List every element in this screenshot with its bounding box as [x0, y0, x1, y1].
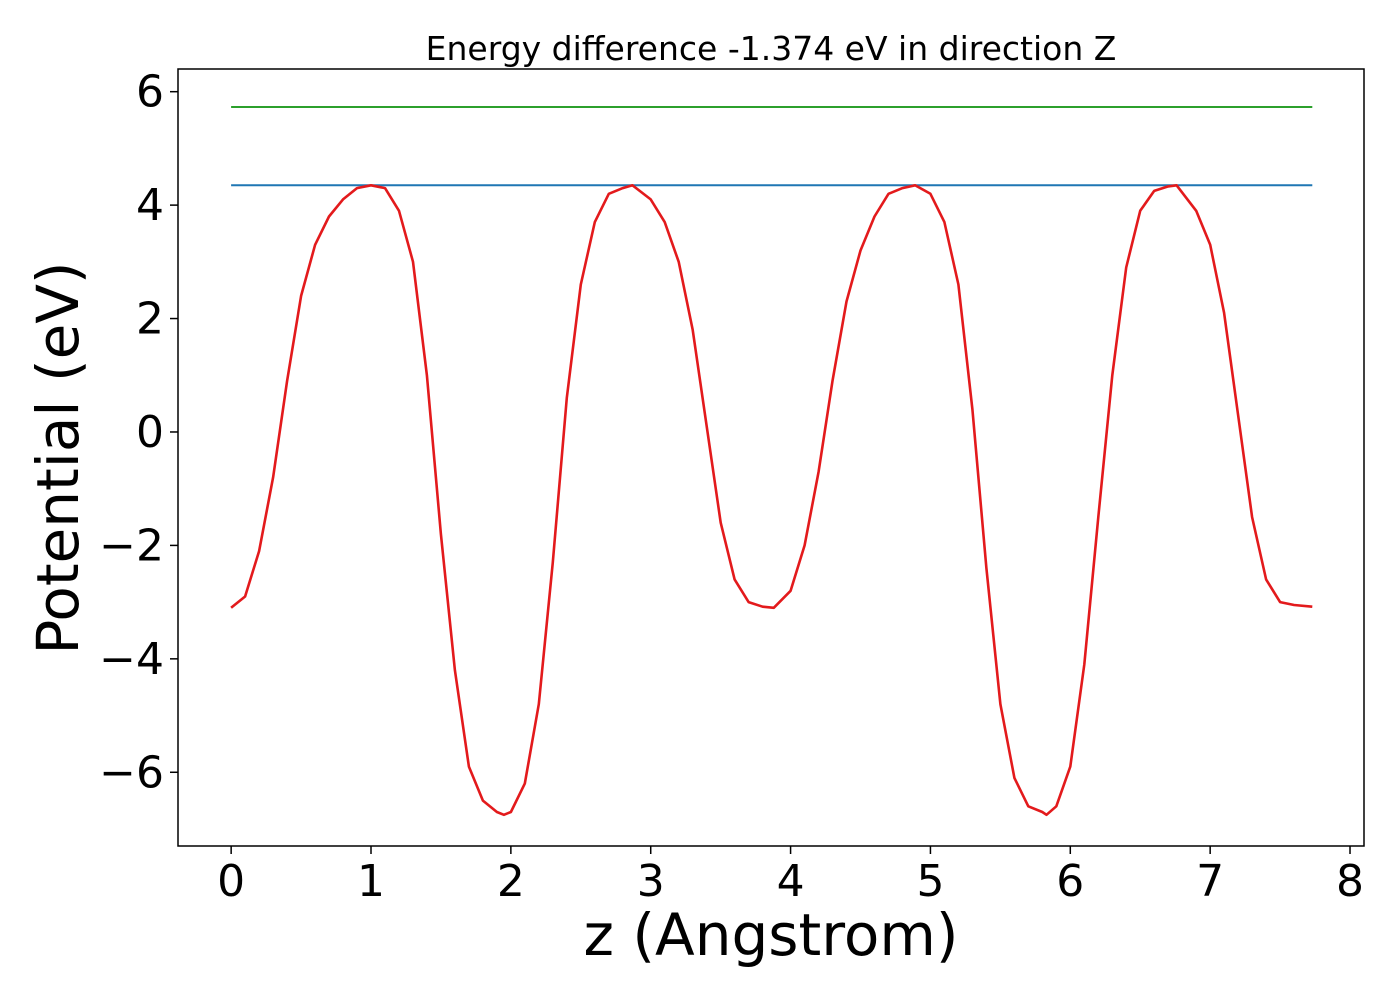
- x-tick-label: 6: [1056, 856, 1084, 907]
- y-axis: −6 −4 −2 0 2 4 6: [99, 67, 178, 798]
- x-tick-label: 0: [217, 856, 245, 907]
- x-tick-label: 1: [357, 856, 385, 907]
- y-tick-label: −2: [99, 520, 164, 571]
- y-tick-label: −6: [99, 747, 164, 798]
- series-line-2: [230, 184, 1313, 817]
- x-tick-label: 7: [1196, 856, 1224, 907]
- plot-area-frame: [177, 68, 1365, 847]
- x-tick-label: 5: [916, 856, 944, 907]
- x-tick-label: 3: [637, 856, 665, 907]
- y-tick-label: 6: [136, 67, 164, 118]
- x-axis: 0 1 2 3 4 5 6 7 8: [217, 846, 1364, 907]
- y-tick-label: 2: [136, 294, 164, 345]
- x-tick-label: 4: [777, 856, 805, 907]
- y-tick-label: −4: [99, 634, 164, 685]
- y-tick-label: 4: [136, 180, 164, 231]
- series-layer: [230, 106, 1313, 817]
- x-tick-label: 8: [1336, 856, 1364, 907]
- x-tick-label: 2: [497, 856, 525, 907]
- y-axis-label: Potential (eV): [24, 261, 92, 654]
- x-axis-label: z (Angstrom): [584, 901, 959, 969]
- chart-title: Energy difference -1.374 eV in direction…: [426, 29, 1117, 68]
- y-tick-label: 0: [136, 407, 164, 458]
